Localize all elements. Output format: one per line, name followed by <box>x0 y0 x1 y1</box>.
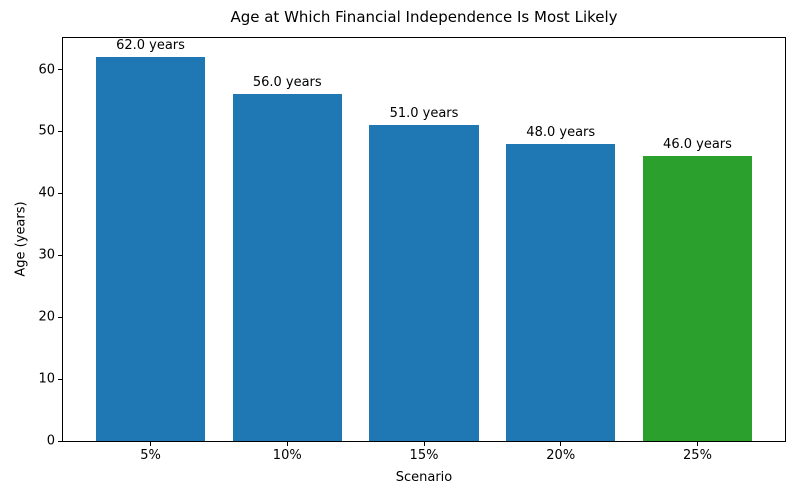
y-tick-mark <box>58 378 63 380</box>
y-tick-label: 60 <box>38 62 55 78</box>
x-tick-mark <box>696 441 698 446</box>
bar-value-label: 51.0 years <box>389 106 459 122</box>
bar <box>232 94 342 441</box>
x-tick-label: 25% <box>683 448 712 463</box>
x-tick-mark <box>423 441 425 446</box>
x-tick-label: 10% <box>272 448 302 463</box>
y-tick-label: 50 <box>38 123 55 139</box>
bar-value-label: 46.0 years <box>663 137 732 153</box>
y-tick-mark <box>58 130 63 132</box>
bar-value-label: 62.0 years <box>116 38 185 54</box>
y-axis-label: Age (years) <box>13 201 29 277</box>
bar <box>369 125 479 441</box>
x-tick-mark <box>286 441 288 446</box>
bar-value-label: 56.0 years <box>252 75 322 91</box>
x-tick-mark <box>150 441 151 446</box>
x-tick-mark <box>560 441 562 446</box>
y-tick-mark <box>58 192 63 194</box>
y-tick-label: 20 <box>38 309 55 325</box>
bar-value-label: 48.0 years <box>526 124 596 140</box>
x-tick-label: 5% <box>140 448 161 463</box>
plot-area: 0 10 20 30 40 50 60 62.0 years 5% 56.0 years 10% 51… <box>38 37 786 463</box>
x-axis-label: Scenario <box>395 470 453 485</box>
x-tick-label: 20% <box>546 448 576 463</box>
bar <box>642 156 753 441</box>
bar <box>95 57 206 441</box>
y-tick-label: 10 <box>38 371 55 387</box>
y-tick-mark <box>58 69 63 71</box>
y-tick-mark <box>58 316 63 318</box>
y-tick-mark <box>58 254 63 256</box>
x-tick-label: 15% <box>409 448 439 463</box>
y-tick-mark <box>58 440 63 442</box>
y-tick-label: 40 <box>38 185 55 201</box>
chart-title: Age at Which Financial Independence Is M… <box>230 8 618 26</box>
bar <box>506 143 616 441</box>
y-tick-label: 0 <box>46 433 55 449</box>
y-tick-label: 30 <box>38 247 55 263</box>
